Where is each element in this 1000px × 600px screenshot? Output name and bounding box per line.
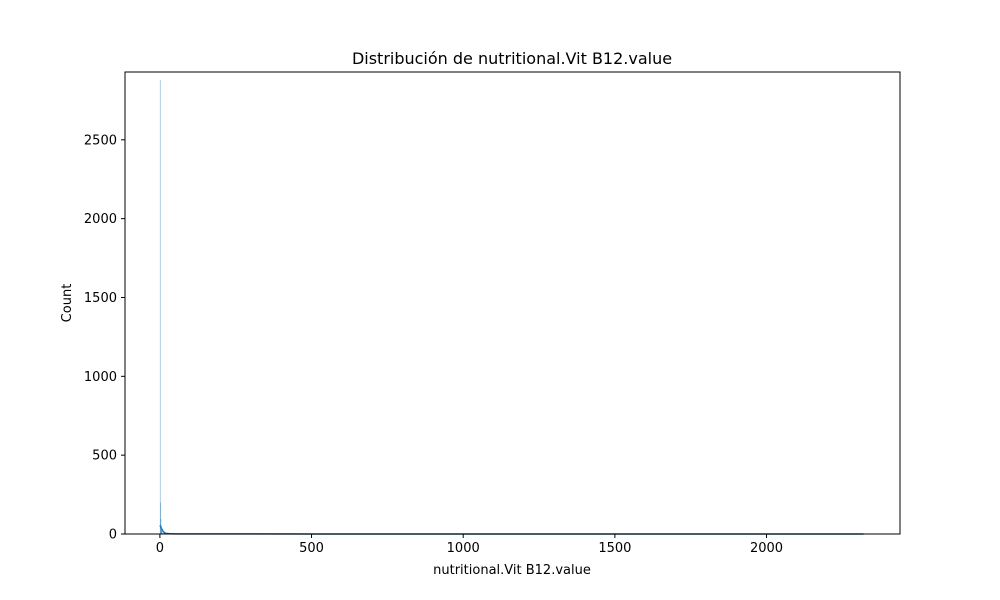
histogram-bar — [159, 79, 161, 534]
kde-line — [159, 524, 864, 535]
y-tick-label: 500 — [92, 449, 117, 464]
plot-frame — [124, 71, 901, 535]
x-tick-label: 0 — [156, 541, 164, 556]
y-tick-label: 1000 — [84, 370, 117, 385]
histogram-bar — [161, 531, 163, 534]
x-axis-ticks: 0 500 1000 1500 2000 — [156, 534, 783, 556]
histogram-bar — [161, 529, 162, 534]
y-tick-label: 0 — [109, 528, 117, 543]
histogram-bar — [160, 525, 162, 534]
x-tick-label: 1000 — [447, 541, 480, 556]
histogram-bars — [159, 79, 865, 534]
chart-title: Distribución de nutritional.Vit B12.valu… — [352, 49, 672, 68]
y-tick-label: 2500 — [84, 133, 117, 148]
x-tick-label: 500 — [299, 541, 324, 556]
histogram-bar — [160, 502, 161, 534]
kde-layer — [159, 524, 864, 535]
y-axis-label: Count — [60, 284, 75, 323]
y-tick-label: 1500 — [84, 291, 117, 306]
x-tick-label: 2000 — [750, 541, 783, 556]
x-tick-label: 1500 — [598, 541, 631, 556]
x-axis-label: nutritional.Vit B12.value — [433, 563, 591, 578]
y-tick-label: 2000 — [84, 212, 117, 227]
y-axis-ticks: 0 500 1000 1500 2000 2500 — [84, 133, 125, 543]
histogram-bar — [161, 532, 163, 534]
